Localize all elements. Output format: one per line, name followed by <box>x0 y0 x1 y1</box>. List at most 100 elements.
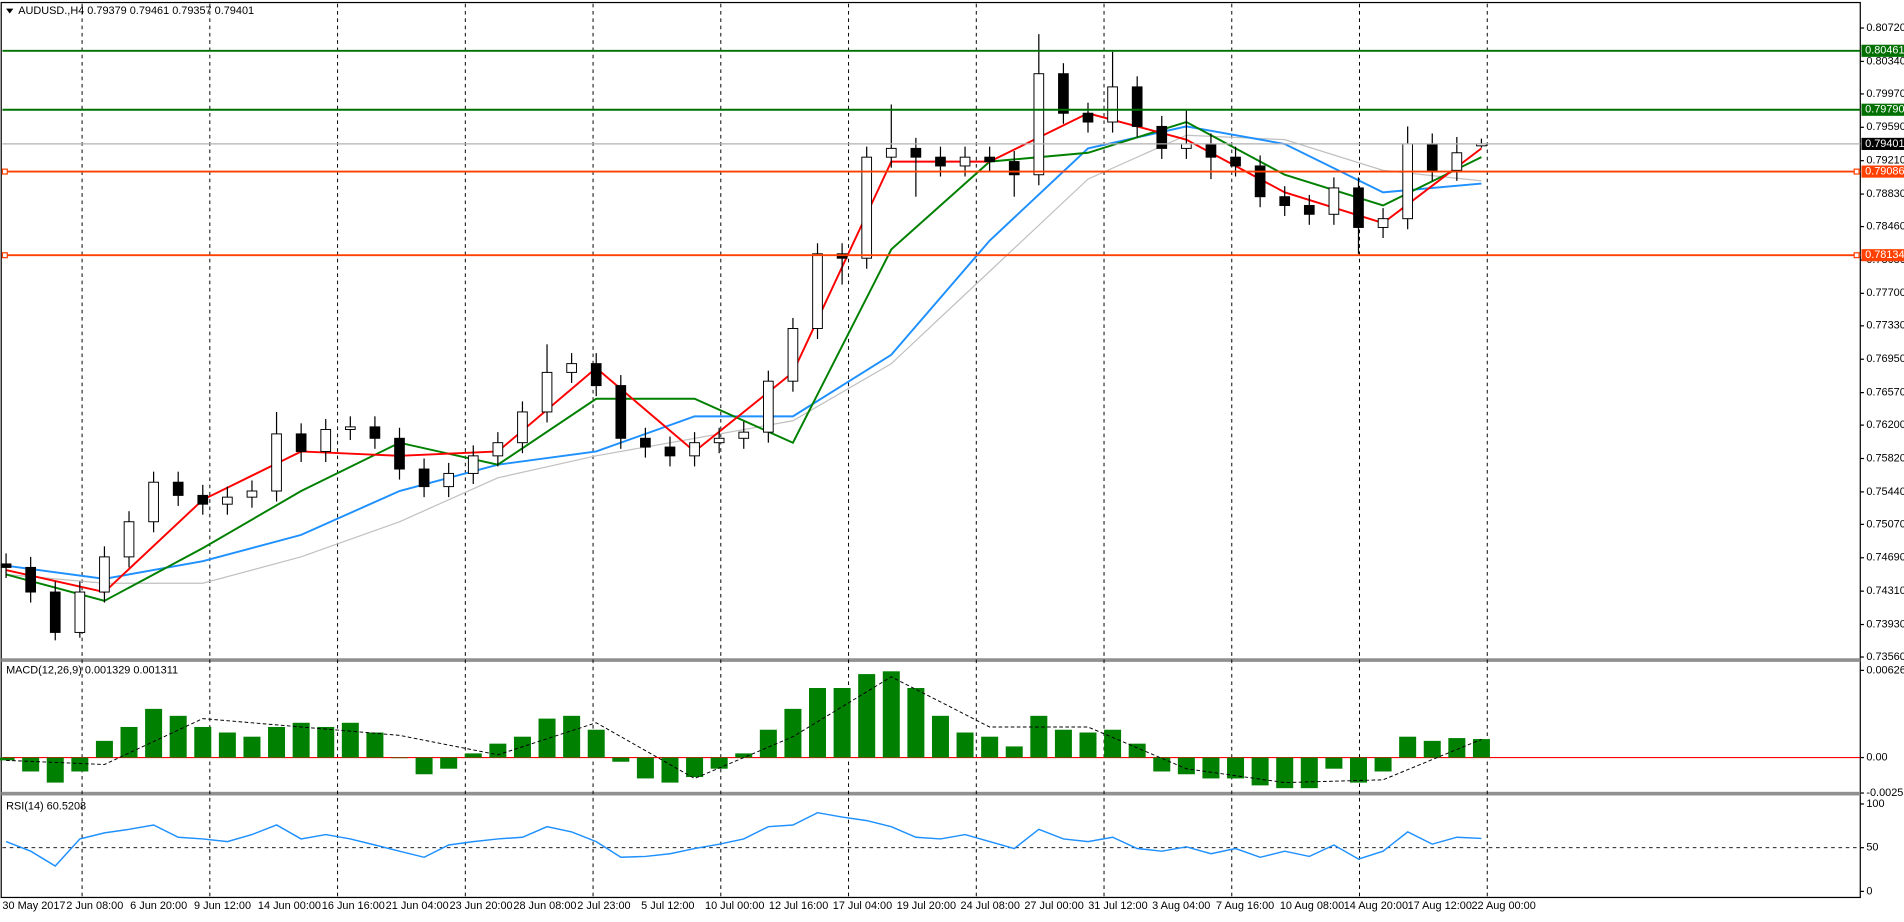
y-tick-label: 0.80720 <box>1866 22 1904 34</box>
candle-body <box>960 157 970 166</box>
histogram-bar <box>293 723 310 758</box>
candle-body <box>714 438 724 442</box>
candle-body <box>272 434 282 491</box>
level-handle <box>2 253 7 258</box>
histogram-bar <box>858 674 875 757</box>
candle-body <box>886 148 896 157</box>
level-label: 0.79790 <box>1865 104 1904 116</box>
histogram-bar <box>883 671 900 757</box>
candle-body <box>345 427 355 430</box>
histogram-bar <box>1153 758 1170 772</box>
histogram-bar <box>71 758 88 772</box>
x-tick-label: 7 Aug 16:00 <box>1216 900 1274 912</box>
candle-body <box>1354 188 1364 228</box>
histogram-bar <box>1030 716 1047 758</box>
histogram-bar <box>465 753 482 757</box>
panel-separator <box>1 792 1860 796</box>
y-tick-label: 0.75820 <box>1866 452 1904 464</box>
x-tick-label: 2 Jun 08:00 <box>66 900 123 912</box>
histogram-bar <box>440 758 457 769</box>
histogram-bar <box>1276 758 1293 789</box>
candle-body <box>444 473 454 486</box>
histogram-bar <box>1252 758 1269 786</box>
histogram-bar <box>96 741 113 758</box>
x-tick-label: 16 Jun 16:00 <box>322 900 385 912</box>
x-tick-label: 14 Jun 00:00 <box>258 900 321 912</box>
candle-body <box>1206 144 1216 157</box>
candle-body <box>936 157 946 166</box>
x-tick-label: 28 Jun 08:00 <box>513 900 576 912</box>
macd-title: MACD(12,26,9) 0.001329 0.001311 <box>6 664 178 676</box>
y-tick-label: 0.77330 <box>1866 320 1904 332</box>
candle-body <box>591 364 601 386</box>
histogram-bar <box>981 737 998 758</box>
candle-body <box>616 386 626 439</box>
y-tick-label: 0.00 <box>1866 751 1887 763</box>
histogram-bar <box>489 744 506 758</box>
histogram-bar <box>145 709 162 758</box>
rsi-title: RSI(14) 60.5208 <box>6 800 86 812</box>
x-tick-label: 6 Jun 20:00 <box>130 900 187 912</box>
candle-body <box>1083 113 1093 122</box>
candle-body <box>1280 197 1290 206</box>
y-tick-label: 0.76200 <box>1866 419 1904 431</box>
panel-separator <box>1 658 1860 662</box>
histogram-bar <box>760 730 777 758</box>
candle-body <box>985 157 995 161</box>
histogram-bar <box>932 716 949 758</box>
histogram-bar <box>834 688 851 758</box>
candle-body <box>813 254 823 329</box>
level-label: 0.80461 <box>1865 45 1904 57</box>
candle-body <box>124 522 134 557</box>
x-tick-label: 17 Jul 04:00 <box>833 900 892 912</box>
candle-body <box>419 469 429 487</box>
candle-body <box>247 491 257 497</box>
candle-body <box>1378 219 1388 228</box>
candle-body <box>370 427 380 438</box>
histogram-bar <box>1104 730 1121 758</box>
histogram-bar <box>563 716 580 758</box>
y-tick-label: 0.78460 <box>1866 220 1904 232</box>
y-tick-label: 0.76950 <box>1866 353 1904 365</box>
y-tick-label: 0.75070 <box>1866 518 1904 530</box>
histogram-bar <box>1399 737 1416 758</box>
histogram-bar <box>268 727 285 758</box>
candle-body <box>1403 144 1413 219</box>
candle-body <box>296 434 306 452</box>
candle-body <box>1059 74 1069 114</box>
y-tick-label: 100 <box>1866 798 1884 810</box>
x-tick-label: 12 Jul 16:00 <box>769 900 828 912</box>
level-label: 0.79401 <box>1865 138 1904 150</box>
candle-body <box>1034 74 1044 175</box>
x-tick-label: 27 Jul 00:00 <box>1024 900 1083 912</box>
level-label: 0.79086 <box>1865 165 1904 177</box>
x-tick-label: 10 Aug 08:00 <box>1280 900 1344 912</box>
x-tick-label: 19 Jul 20:00 <box>897 900 956 912</box>
candle-body <box>100 557 110 592</box>
histogram-bar <box>1325 758 1342 769</box>
x-tick-label: 10 Jul 00:00 <box>705 900 764 912</box>
histogram-bar <box>391 758 408 759</box>
x-tick-label: 5 Jul 12:00 <box>641 900 694 912</box>
level-handle <box>1854 169 1859 174</box>
candle-body <box>911 148 921 157</box>
y-tick-label: 0.006266 <box>1866 664 1904 676</box>
x-tick-label: 3 Aug 04:00 <box>1152 900 1210 912</box>
histogram-bar <box>588 730 605 758</box>
histogram-bar <box>1375 758 1392 772</box>
histogram-bar <box>219 733 236 758</box>
candle-body <box>1452 153 1462 171</box>
histogram-bar <box>1424 741 1441 758</box>
histogram-bar <box>637 758 654 779</box>
candle-body <box>173 482 183 495</box>
y-tick-label: 50 <box>1866 842 1878 854</box>
level-handle <box>2 169 7 174</box>
x-tick-label: 2 Jul 23:00 <box>577 900 630 912</box>
candle-body <box>1 564 11 568</box>
candle-body <box>665 447 675 456</box>
histogram-bar <box>1448 738 1465 757</box>
histogram-bar <box>170 716 187 758</box>
histogram-bar <box>735 753 752 757</box>
histogram-bar <box>957 733 974 758</box>
